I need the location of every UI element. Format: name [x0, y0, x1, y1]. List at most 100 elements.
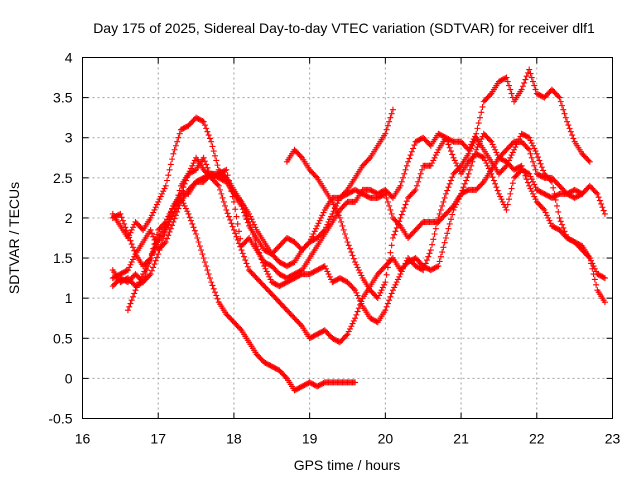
data-point — [559, 102, 566, 109]
data-point — [150, 264, 157, 271]
data-point — [530, 158, 536, 165]
data-point — [401, 170, 408, 177]
data-point — [400, 174, 407, 181]
data-point — [445, 225, 452, 232]
data-point — [585, 157, 592, 164]
data-point — [153, 201, 160, 208]
data-point — [191, 227, 198, 234]
data-point — [469, 158, 476, 165]
data-point — [345, 242, 352, 249]
data-point — [402, 260, 409, 267]
x-tick-label: 21 — [453, 431, 469, 447]
data-point — [343, 332, 350, 339]
data-point — [397, 214, 404, 221]
data-point — [200, 118, 207, 125]
data-point — [161, 240, 168, 247]
data-point — [527, 173, 534, 180]
data-point — [201, 122, 208, 129]
x-tick-label: 22 — [529, 431, 545, 447]
data-point — [392, 228, 399, 235]
data-point — [253, 243, 260, 250]
data-point — [204, 128, 211, 135]
data-point — [466, 166, 473, 173]
data-point — [235, 240, 242, 247]
data-point — [593, 189, 600, 196]
data-point — [174, 208, 181, 215]
data-point — [403, 198, 410, 205]
data-point — [208, 279, 215, 286]
data-point — [382, 130, 389, 137]
data-point — [474, 125, 481, 132]
data-point — [512, 144, 519, 151]
series-track-c — [109, 194, 359, 394]
data-point — [123, 227, 130, 234]
data-point — [478, 136, 485, 143]
data-point — [439, 249, 446, 256]
data-point — [354, 308, 361, 315]
data-point — [577, 191, 584, 198]
data-point — [305, 240, 312, 247]
data-point — [565, 122, 572, 129]
data-point — [166, 228, 173, 235]
data-point — [387, 249, 394, 256]
data-point — [497, 193, 504, 200]
data-point — [348, 323, 355, 330]
data-point — [151, 261, 158, 268]
data-point — [242, 257, 249, 264]
data-point — [384, 300, 391, 307]
data-point — [213, 292, 220, 299]
grid-layer — [82, 57, 613, 419]
data-point — [447, 148, 454, 155]
data-point — [229, 223, 236, 230]
data-point — [564, 118, 571, 125]
data-point — [251, 235, 258, 241]
data-point — [262, 265, 269, 272]
data-point — [436, 210, 443, 217]
data-point — [210, 285, 217, 292]
data-point — [266, 273, 273, 280]
data-point — [591, 276, 598, 283]
data-point — [418, 166, 425, 173]
data-point — [307, 236, 314, 243]
data-point — [559, 221, 566, 228]
data-point — [222, 202, 229, 209]
data-point — [437, 253, 444, 260]
data-point — [427, 247, 434, 254]
data-point — [479, 180, 486, 187]
data-point — [128, 259, 135, 266]
data-point — [152, 204, 159, 211]
series-track-f — [283, 66, 593, 302]
data-point — [225, 213, 232, 220]
data-point — [382, 279, 389, 286]
data-point — [159, 190, 165, 197]
data-point — [530, 142, 536, 149]
data-point — [386, 257, 393, 264]
data-point — [503, 162, 510, 169]
data-point — [405, 158, 412, 165]
data-point — [218, 190, 225, 197]
data-point — [338, 218, 345, 225]
data-point — [507, 154, 514, 161]
data-point — [541, 206, 548, 213]
data-point — [522, 76, 529, 83]
data-point — [251, 221, 258, 228]
data-point — [600, 274, 607, 281]
data-point — [148, 230, 155, 237]
data-point — [166, 166, 173, 173]
data-point — [446, 180, 453, 187]
data-point — [566, 125, 573, 132]
data-point — [527, 185, 534, 192]
data-point — [129, 244, 136, 251]
data-point — [335, 212, 342, 219]
data-point — [241, 253, 248, 260]
data-point — [402, 201, 409, 208]
data-point — [223, 206, 230, 213]
data-point — [189, 162, 196, 169]
data-point — [209, 143, 216, 150]
data-point — [354, 292, 361, 299]
data-point — [601, 299, 608, 306]
data-point — [232, 206, 239, 213]
data-point — [265, 271, 271, 278]
data-point — [343, 235, 350, 241]
data-point — [555, 208, 562, 215]
